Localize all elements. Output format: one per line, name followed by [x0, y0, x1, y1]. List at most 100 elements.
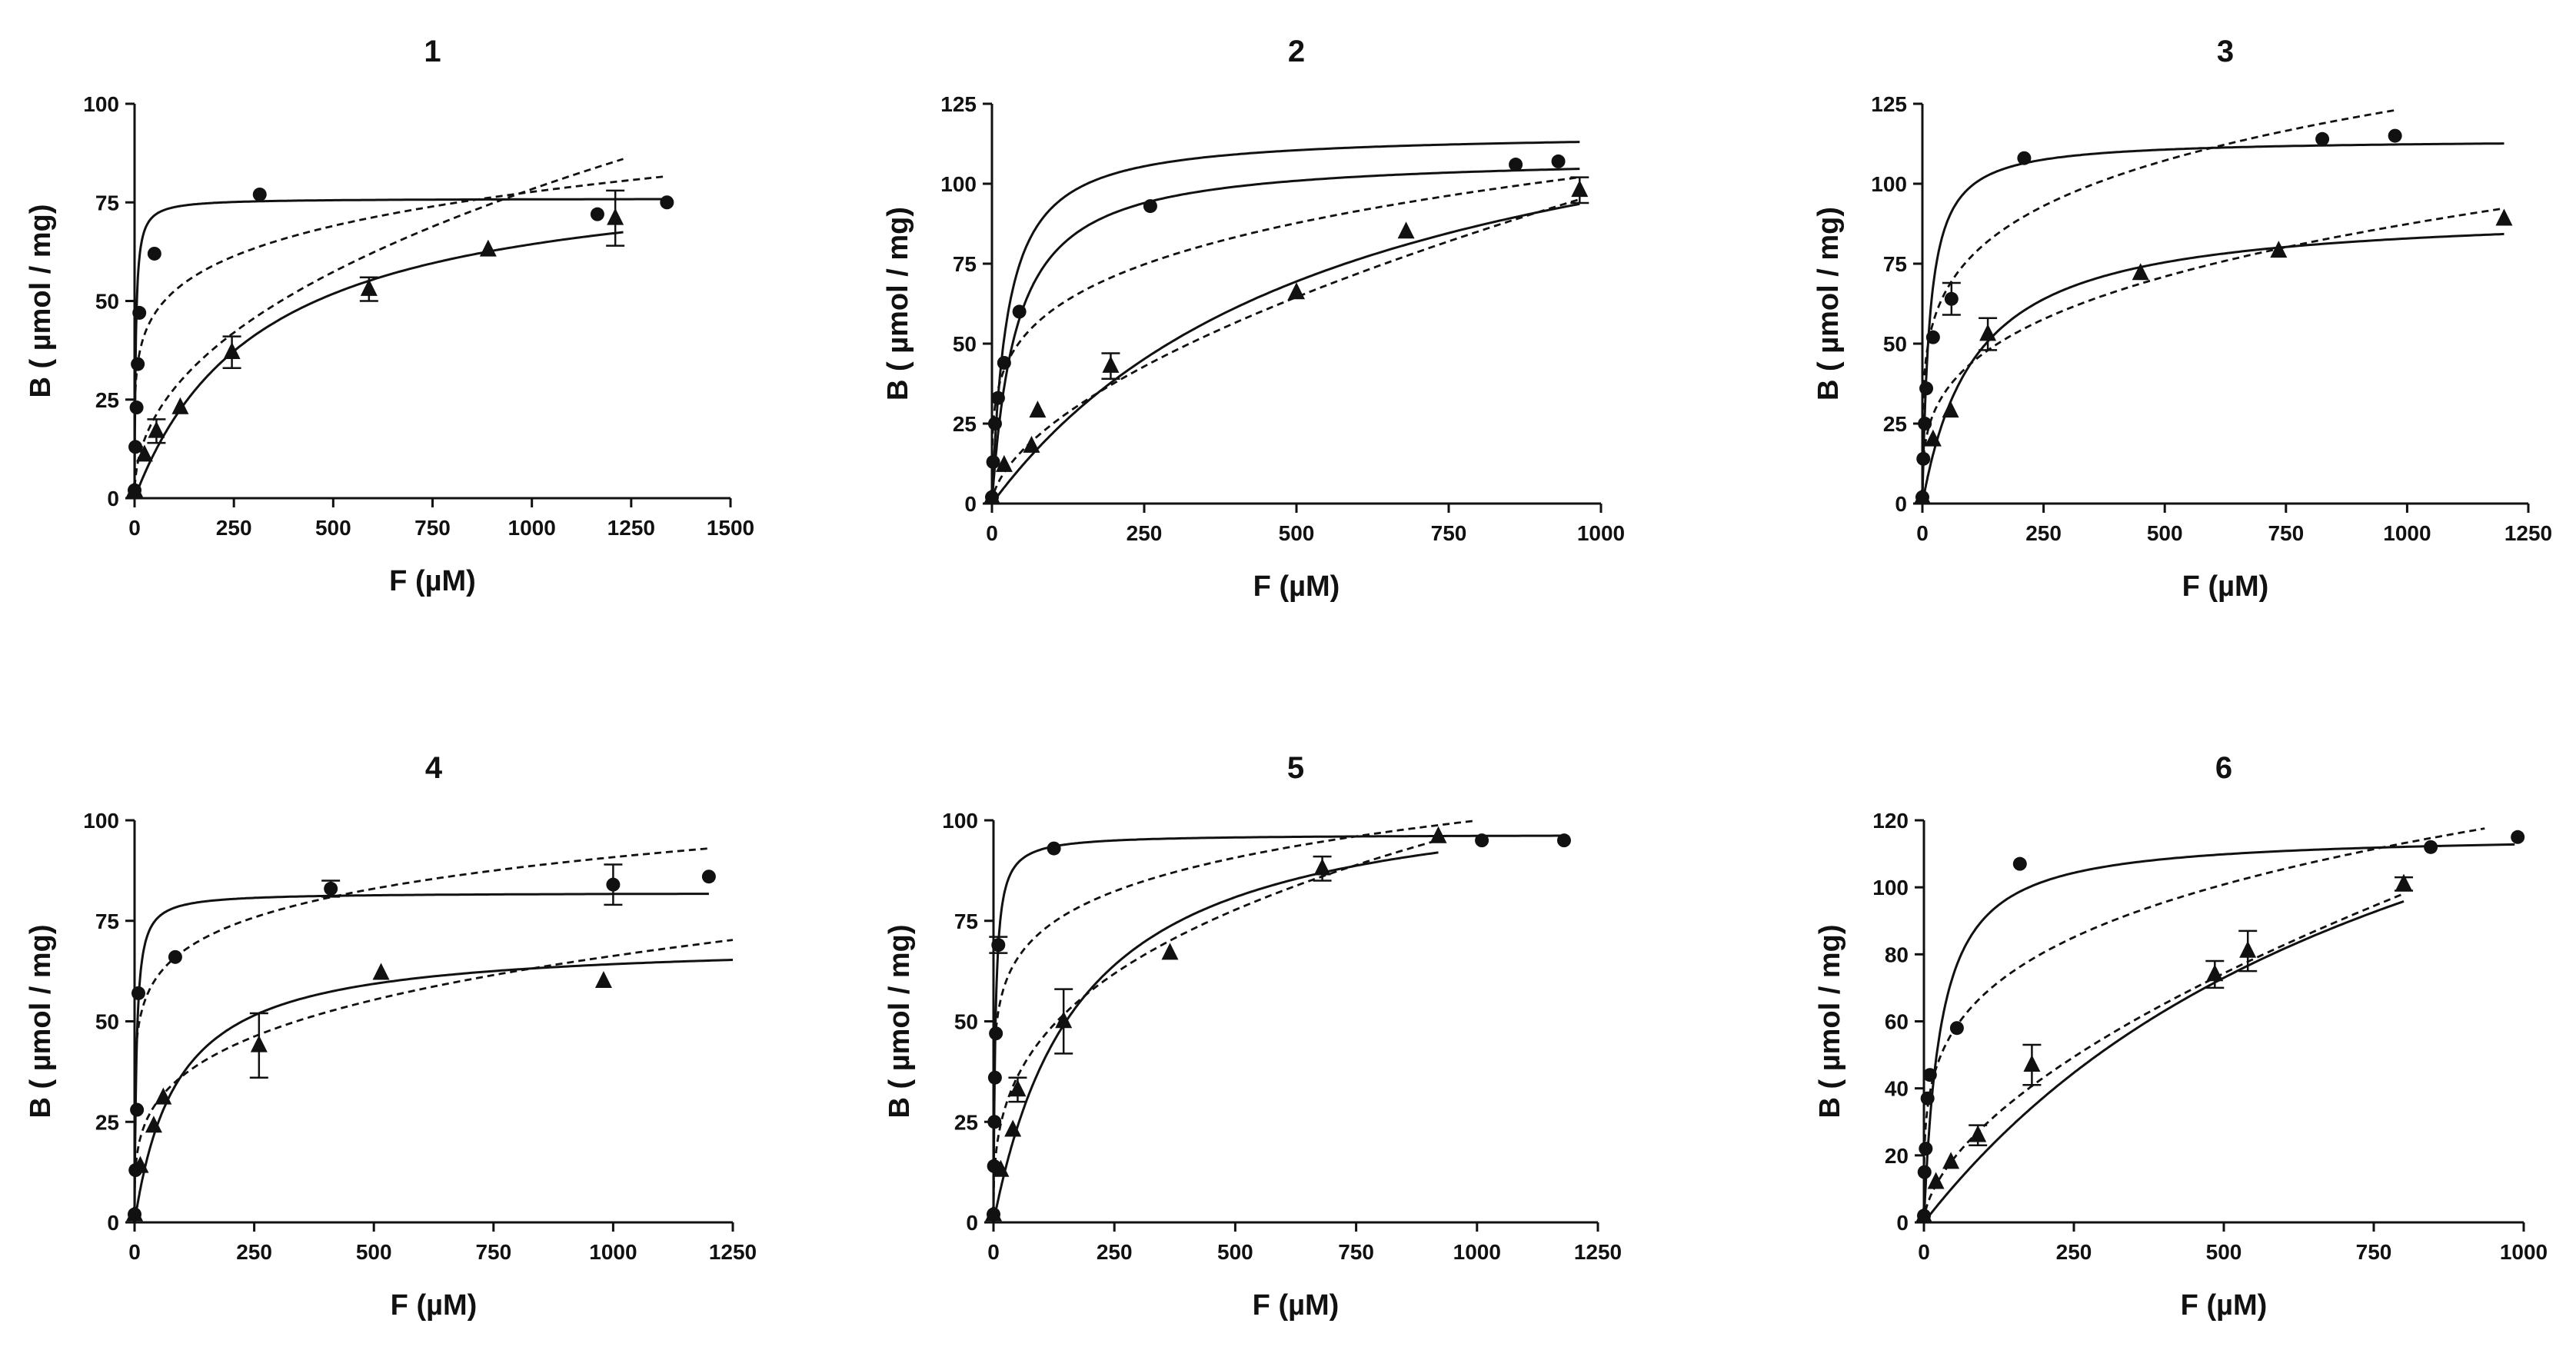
data-point-circle	[2012, 856, 2027, 871]
y-tick-label: 50	[954, 1010, 978, 1034]
data-point-circle	[130, 1102, 145, 1117]
y-tick-label: 0	[1896, 1211, 1909, 1235]
data-point-triangle	[2239, 940, 2257, 958]
panel-title: 4	[425, 751, 443, 785]
x-tick-label: 1000	[1577, 521, 1625, 545]
x-axis-label: F (µM)	[1253, 570, 1340, 603]
data-point-triangle	[594, 971, 612, 988]
data-point-triangle	[1161, 943, 1179, 960]
y-tick-label: 75	[95, 909, 119, 933]
y-tick-label: 40	[1885, 1077, 1909, 1101]
panel-2: 2 0 250 500 750 1000 0 25 50 75 100 125 F (µM) B ( µm…	[882, 35, 1625, 603]
y-axis-label: B ( µmol / mg)	[1812, 207, 1845, 401]
x-tick-label: 250	[216, 516, 252, 540]
data-point-circle	[986, 454, 1000, 469]
fit-curve-solid	[133, 893, 709, 1222]
data-point-circle	[2388, 128, 2402, 143]
data-point-triangle	[155, 1087, 172, 1105]
data-point-triangle	[171, 397, 189, 414]
data-point-triangle	[2023, 1054, 2041, 1072]
y-tick-label: 100	[940, 172, 977, 196]
data-point-triangle	[1397, 221, 1415, 239]
data-point-circle	[147, 246, 161, 261]
fit-curve-solid	[992, 834, 1564, 1222]
fit-curve-solid	[990, 141, 1580, 504]
x-tick-label: 500	[356, 1240, 392, 1264]
data-point-circle	[2315, 131, 2330, 146]
data-point-triangle	[607, 208, 624, 225]
data-point-circle	[987, 1115, 1002, 1129]
panel-title: 5	[1287, 751, 1304, 785]
data-point-circle	[131, 357, 145, 371]
y-tick-label: 100	[83, 92, 119, 116]
x-axis-label: F (µM)	[2181, 1289, 2268, 1322]
fit-curve-solid	[133, 959, 734, 1223]
y-tick-label: 125	[940, 92, 977, 116]
x-tick-label: 0	[986, 521, 998, 545]
y-tick-label: 25	[95, 1110, 119, 1134]
y-tick-label: 75	[953, 252, 977, 276]
y-axis-label: B ( µmol / mg)	[884, 925, 916, 1119]
x-tick-label: 750	[475, 1240, 511, 1264]
fit-curve-dashed	[133, 158, 624, 498]
fit-curve-solid	[133, 231, 624, 499]
y-tick-label: 80	[1885, 943, 1909, 966]
data-point-triangle	[372, 963, 390, 980]
data-point-triangle	[126, 1204, 143, 1222]
x-tick-label: 500	[1217, 1240, 1253, 1264]
x-tick-label: 750	[1431, 521, 1467, 545]
y-tick-label: 0	[107, 487, 119, 510]
data-point-circle	[1925, 330, 1940, 344]
fit-curve-solid	[133, 198, 667, 498]
panel-title: 6	[2215, 751, 2232, 785]
data-point-circle	[252, 187, 267, 201]
data-point-triangle	[479, 239, 497, 257]
data-point-triangle	[1942, 401, 1959, 418]
data-point-circle	[128, 440, 143, 454]
y-axis-label: B ( µmol / mg)	[25, 204, 57, 398]
x-tick-label: 0	[987, 1240, 1000, 1264]
data-point-circle	[1922, 1068, 1937, 1082]
data-point-triangle	[1029, 401, 1047, 418]
x-tick-label: 1000	[2383, 521, 2431, 545]
y-axis-label: B ( µmol / mg)	[1814, 925, 1846, 1119]
fit-curve-dashed	[992, 819, 1477, 1215]
data-point-triangle	[1915, 1205, 1932, 1223]
data-point-circle	[132, 305, 147, 320]
data-point-triangle	[995, 454, 1013, 472]
x-tick-label: 0	[128, 1240, 141, 1264]
data-point-circle	[131, 986, 145, 1000]
data-point-triangle	[1969, 1125, 1987, 1142]
y-tick-label: 25	[1883, 412, 1907, 436]
x-tick-label: 1500	[707, 516, 754, 540]
x-tick-label: 250	[1097, 1240, 1133, 1264]
data-point-circle	[1551, 154, 1566, 168]
x-tick-label: 1000	[2500, 1240, 2548, 1264]
panel-1: 1 0 250 500 750 1000 1250 1500 0 25 50 75 100 F (µM) B…	[25, 35, 754, 597]
data-point-triangle	[145, 1116, 162, 1133]
data-point-triangle	[2270, 241, 2288, 258]
data-point-circle	[997, 355, 1011, 370]
y-tick-label: 0	[107, 1211, 119, 1235]
data-point-circle	[990, 391, 1005, 405]
data-point-circle	[2017, 151, 2032, 165]
y-tick-label: 0	[964, 492, 977, 516]
data-point-triangle	[1429, 826, 1447, 843]
x-tick-label: 750	[1338, 1240, 1374, 1264]
y-tick-label: 20	[1885, 1144, 1909, 1168]
data-point-triangle	[1313, 858, 1331, 876]
data-point-triangle	[1571, 180, 1589, 198]
fit-curve-solid	[990, 168, 1580, 504]
panel-3: 3 0 250 500 750 1000 1250 0 25 50 75 100 125 F (µM) B …	[1812, 35, 2552, 603]
data-point-circle	[1949, 1021, 1964, 1036]
y-tick-label: 125	[1871, 92, 1907, 116]
data-point-circle	[1509, 158, 1523, 172]
data-point-circle	[991, 938, 1006, 953]
data-point-circle	[1475, 833, 1489, 848]
y-tick-label: 75	[954, 909, 978, 933]
data-point-triangle	[1979, 324, 1997, 341]
y-tick-label: 100	[942, 809, 978, 833]
y-tick-label: 100	[83, 809, 119, 833]
x-tick-label: 750	[414, 516, 451, 540]
